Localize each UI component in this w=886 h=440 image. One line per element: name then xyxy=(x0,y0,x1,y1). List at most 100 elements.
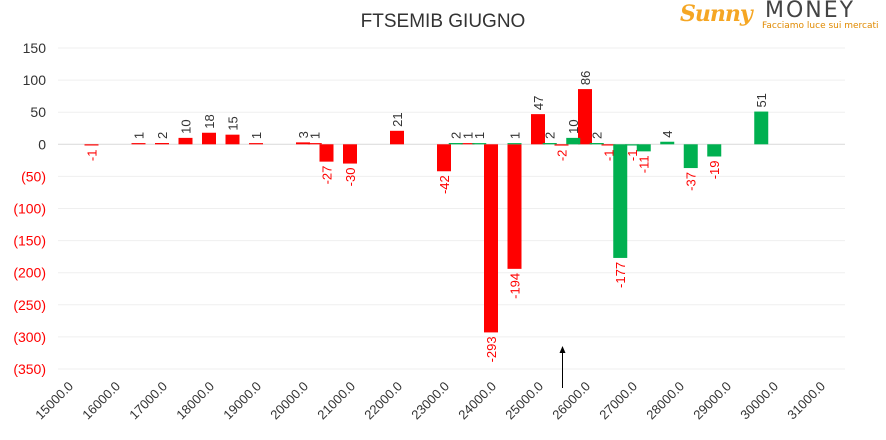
data-label: -1 xyxy=(602,150,617,162)
bar xyxy=(683,144,698,169)
data-label: -37 xyxy=(684,172,699,191)
data-label: -1 xyxy=(85,150,100,162)
bar xyxy=(613,144,628,258)
x-tick-label: 30000.0 xyxy=(737,379,781,423)
bar xyxy=(507,143,522,145)
x-tick-label: 19000.0 xyxy=(220,379,264,423)
data-label: 86 xyxy=(578,71,593,85)
data-label: 1 xyxy=(472,132,487,139)
data-label: 1 xyxy=(308,132,323,139)
x-tick-label: 25000.0 xyxy=(502,379,546,423)
data-label: 4 xyxy=(660,130,675,137)
x-tick-label: 21000.0 xyxy=(314,379,358,423)
bar xyxy=(390,130,404,145)
x-tick-label: 24000.0 xyxy=(455,379,499,423)
bars xyxy=(84,89,769,333)
brand-logo: Sunny MONEY Facciamo luce sui mercati xyxy=(680,0,880,34)
data-label: 18 xyxy=(202,114,217,128)
data-label: -42 xyxy=(437,175,452,194)
logo-tagline: Facciamo luce sui mercati xyxy=(762,21,879,31)
x-tick-label: 17000.0 xyxy=(126,379,170,423)
logo-brand-sunny: Sunny xyxy=(680,1,753,27)
y-tick-label: 50 xyxy=(30,104,46,120)
y-tick-label: (250) xyxy=(13,297,46,313)
data-label: 2 xyxy=(449,132,464,139)
bar xyxy=(225,134,240,145)
bar xyxy=(542,143,557,145)
x-tick-label: 22000.0 xyxy=(361,379,405,423)
marker-arrow xyxy=(559,346,566,388)
y-tick-label: (50) xyxy=(21,168,46,184)
data-label: 1 xyxy=(249,132,264,139)
data-label: -2 xyxy=(555,150,570,162)
bar xyxy=(625,144,639,146)
y-tick-label: (100) xyxy=(13,201,46,217)
y-tick-label: (300) xyxy=(13,329,46,345)
bar xyxy=(754,111,769,145)
x-tick-label: 16000.0 xyxy=(79,379,123,423)
marker-arrow-head xyxy=(559,346,566,353)
bar xyxy=(178,137,193,145)
x-tick-label: 31000.0 xyxy=(784,379,828,423)
x-tick-label: 26000.0 xyxy=(549,379,593,423)
data-label: -11 xyxy=(637,155,652,173)
bar xyxy=(484,144,498,333)
data-label: -194 xyxy=(508,273,523,299)
bar xyxy=(437,144,451,172)
grid-lines xyxy=(58,47,845,370)
data-label: 2 xyxy=(543,132,558,139)
x-tick-label: 20000.0 xyxy=(267,379,311,423)
bar xyxy=(249,143,263,145)
bar xyxy=(84,144,99,146)
y-tick-label: (200) xyxy=(13,265,46,281)
x-axis-tick-labels: 15000.0 16000.0 17000.0 18000.0 19000.0 20000… xyxy=(32,379,828,423)
data-label: -19 xyxy=(707,160,722,179)
y-tick-label: 150 xyxy=(23,40,47,56)
bar xyxy=(636,144,651,152)
data-label: -177 xyxy=(613,262,628,288)
data-label: 47 xyxy=(531,96,546,110)
data-label: -27 xyxy=(320,166,335,185)
data-label: -1 xyxy=(625,150,640,162)
bar xyxy=(131,143,146,145)
bar xyxy=(296,142,310,145)
y-tick-label: 0 xyxy=(38,136,46,152)
data-label: 15 xyxy=(226,116,241,130)
data-label: 1 xyxy=(132,132,147,139)
bar xyxy=(448,143,463,145)
data-label: 10 xyxy=(566,119,581,133)
x-tick-label: 18000.0 xyxy=(173,379,217,423)
data-label: 21 xyxy=(390,112,405,126)
bar xyxy=(343,144,357,164)
bar xyxy=(566,137,581,145)
bar xyxy=(507,144,522,269)
y-tick-label: (150) xyxy=(13,233,46,249)
y-axis-tick-labels: 150 100 50 0 (50) (100) (150) (200) (250) (300) (3… xyxy=(13,40,46,377)
x-tick-label: 28000.0 xyxy=(643,379,687,423)
bar xyxy=(578,89,592,145)
bar xyxy=(554,144,569,146)
logo-brand-money: MONEY xyxy=(765,0,856,23)
data-label: 2 xyxy=(590,132,605,139)
bar xyxy=(601,144,616,146)
data-label: 2 xyxy=(155,132,170,139)
bar xyxy=(589,143,604,145)
data-label: -30 xyxy=(343,168,358,187)
y-tick-label: (350) xyxy=(13,361,46,377)
y-tick-label: 100 xyxy=(23,72,47,88)
bar xyxy=(460,143,475,145)
data-label: 51 xyxy=(754,93,769,107)
bar xyxy=(707,144,722,157)
bar xyxy=(472,143,487,145)
bar xyxy=(202,132,216,145)
x-tick-label: 29000.0 xyxy=(690,379,734,423)
data-labels: -11 210 18 151 31-27 -3021-421-293-19447-286-… xyxy=(85,71,770,363)
bar xyxy=(660,141,675,145)
data-label: 3 xyxy=(296,131,311,138)
data-label: -293 xyxy=(484,336,499,362)
data-label: 10 xyxy=(179,119,194,133)
x-tick-label: 23000.0 xyxy=(408,379,452,423)
bar xyxy=(307,143,322,145)
chart-title: FTSEMIB GIUGNO xyxy=(360,11,526,32)
